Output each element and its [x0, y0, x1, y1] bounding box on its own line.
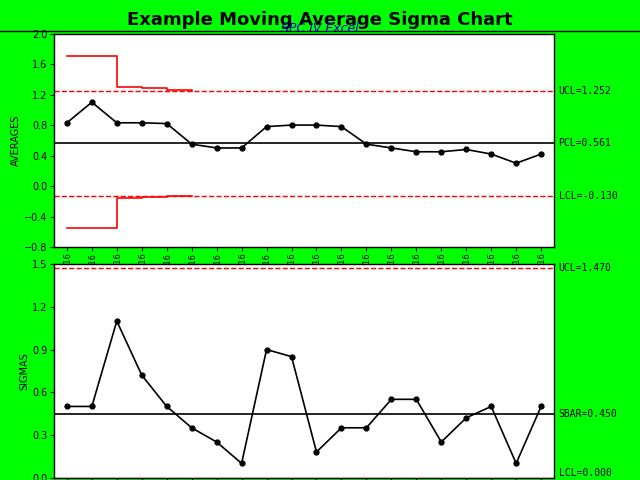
Y-axis label: AVERAGES: AVERAGES — [12, 115, 21, 166]
Text: LCL=0.000: LCL=0.000 — [559, 468, 611, 478]
Text: SPC IV Excel: SPC IV Excel — [281, 22, 359, 35]
Text: UCL=1.470: UCL=1.470 — [559, 264, 611, 274]
Text: PCL=0.561: PCL=0.561 — [559, 138, 611, 148]
Text: UCL=1.252: UCL=1.252 — [559, 85, 611, 96]
Y-axis label: SIGMAS: SIGMAS — [19, 352, 29, 390]
Text: SBAR=0.450: SBAR=0.450 — [559, 408, 618, 419]
Text: LCL=-0.130: LCL=-0.130 — [559, 191, 618, 201]
Text: Example Moving Average Sigma Chart: Example Moving Average Sigma Chart — [127, 11, 513, 29]
